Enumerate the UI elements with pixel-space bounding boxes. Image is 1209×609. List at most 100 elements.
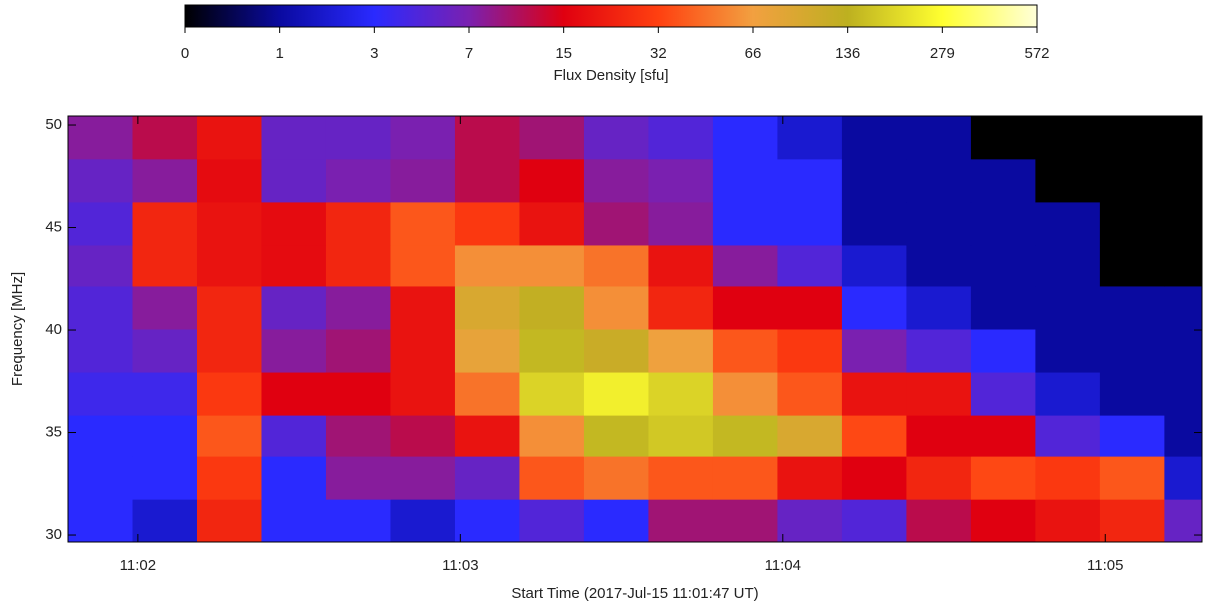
heat-cell bbox=[1099, 412, 1165, 457]
heat-cell bbox=[196, 158, 262, 203]
heat-cell bbox=[841, 158, 907, 203]
heat-cell bbox=[777, 455, 843, 500]
heat-cell bbox=[1099, 455, 1165, 500]
heat-cell bbox=[1099, 158, 1165, 203]
heat-cell bbox=[712, 116, 778, 160]
heat-cell bbox=[454, 158, 520, 203]
heat-cell bbox=[261, 412, 327, 457]
heat-cell bbox=[648, 371, 714, 416]
heat-cell bbox=[519, 201, 585, 246]
heat-cell bbox=[583, 285, 649, 330]
heat-cell bbox=[325, 328, 391, 373]
heat-cell bbox=[519, 285, 585, 330]
heat-cell bbox=[325, 116, 391, 160]
heat-cell bbox=[970, 371, 1036, 416]
heat-cell bbox=[196, 371, 262, 416]
heat-cell bbox=[132, 412, 198, 457]
heat-cell bbox=[841, 371, 907, 416]
heat-cell bbox=[1035, 412, 1101, 457]
heat-cell bbox=[519, 242, 585, 287]
colorbar-tick-label: 136 bbox=[835, 45, 860, 62]
heat-cell bbox=[1099, 285, 1165, 330]
y-tick-label: 50 bbox=[45, 116, 62, 133]
heat-cell bbox=[325, 498, 391, 542]
heat-cell bbox=[454, 371, 520, 416]
heat-cell bbox=[196, 201, 262, 246]
heat-cell bbox=[132, 116, 198, 160]
heat-cell bbox=[390, 328, 456, 373]
y-tick-label: 35 bbox=[45, 423, 62, 440]
heat-cell bbox=[777, 285, 843, 330]
heat-cell bbox=[390, 412, 456, 457]
colorbar-tick-label: 66 bbox=[745, 45, 762, 62]
heat-cell bbox=[1164, 371, 1202, 416]
heat-cell bbox=[454, 412, 520, 457]
heat-cell bbox=[583, 412, 649, 457]
heat-cell bbox=[1164, 455, 1202, 500]
heat-cell bbox=[970, 116, 1036, 160]
heat-cell bbox=[68, 242, 133, 287]
heat-cell bbox=[712, 242, 778, 287]
heat-cell bbox=[261, 455, 327, 500]
heat-cell bbox=[454, 328, 520, 373]
heat-cell bbox=[648, 455, 714, 500]
heat-cell bbox=[196, 116, 262, 160]
heat-cell bbox=[68, 498, 133, 542]
heat-cell bbox=[196, 498, 262, 542]
heat-cell bbox=[454, 285, 520, 330]
heat-cell bbox=[1164, 116, 1202, 160]
heat-cell bbox=[390, 498, 456, 542]
heat-cell bbox=[777, 116, 843, 160]
x-tick-label: 11:03 bbox=[442, 557, 478, 574]
heat-cell bbox=[906, 455, 972, 500]
x-tick-label: 11:05 bbox=[1087, 557, 1123, 574]
heat-cell bbox=[325, 201, 391, 246]
heat-cell bbox=[261, 201, 327, 246]
heat-cell bbox=[777, 158, 843, 203]
x-tick-label: 11:04 bbox=[765, 557, 801, 574]
heat-cell bbox=[906, 371, 972, 416]
heat-cell bbox=[1035, 116, 1101, 160]
y-axis-title: Frequency [MHz] bbox=[9, 272, 26, 386]
heat-cell bbox=[196, 455, 262, 500]
colorbar-tick-label: 3 bbox=[370, 45, 378, 62]
heat-cell bbox=[970, 158, 1036, 203]
heat-cell bbox=[132, 158, 198, 203]
heat-cell bbox=[132, 328, 198, 373]
heat-cell bbox=[841, 285, 907, 330]
heat-cell bbox=[906, 412, 972, 457]
heat-cell bbox=[1035, 498, 1101, 542]
colorbar-tick-label: 572 bbox=[1024, 45, 1049, 62]
heat-cell bbox=[1164, 328, 1202, 373]
heat-cell bbox=[390, 455, 456, 500]
heat-cell bbox=[583, 498, 649, 542]
colorbar-tick-label: 7 bbox=[465, 45, 473, 62]
heat-cell bbox=[712, 412, 778, 457]
heat-cell bbox=[68, 455, 133, 500]
heat-cell bbox=[68, 201, 133, 246]
heat-cell bbox=[841, 242, 907, 287]
heat-cell bbox=[777, 498, 843, 542]
colorbar-tick-label: 1 bbox=[275, 45, 283, 62]
heat-cell bbox=[261, 371, 327, 416]
heat-cell bbox=[519, 371, 585, 416]
heat-cell bbox=[712, 285, 778, 330]
heat-cell bbox=[132, 242, 198, 287]
heat-cell bbox=[777, 328, 843, 373]
heat-cell bbox=[196, 412, 262, 457]
heat-cell bbox=[906, 498, 972, 542]
heat-cell bbox=[648, 285, 714, 330]
heat-cell bbox=[841, 455, 907, 500]
heat-cell bbox=[906, 201, 972, 246]
heat-cell bbox=[454, 242, 520, 287]
heat-cell bbox=[970, 201, 1036, 246]
heat-cell bbox=[841, 201, 907, 246]
colorbar-tick-label: 32 bbox=[650, 45, 667, 62]
heat-cell bbox=[583, 455, 649, 500]
plot-frame bbox=[67, 115, 1203, 543]
heat-cell bbox=[1099, 328, 1165, 373]
heat-cell bbox=[906, 328, 972, 373]
heat-cell bbox=[1035, 455, 1101, 500]
heat-cell bbox=[1099, 498, 1165, 542]
